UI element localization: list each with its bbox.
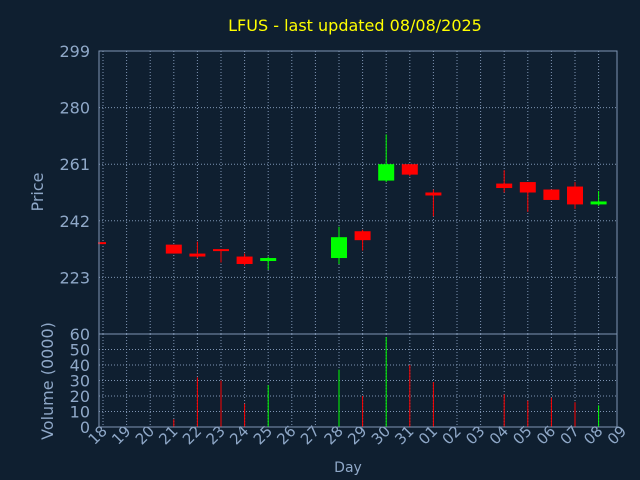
candle-body — [567, 186, 583, 205]
x-axis-label: Day — [334, 460, 362, 476]
volume-tick-label: 30 — [70, 372, 90, 391]
candle-body — [425, 192, 442, 196]
volume-grid — [99, 334, 617, 427]
volume-panel-frame — [98, 333, 618, 428]
candle-body — [590, 201, 607, 205]
volume-tick-label: 10 — [70, 403, 90, 422]
price-tick-label: 242 — [59, 212, 90, 231]
candle-body — [401, 164, 418, 175]
volume-bars — [173, 337, 600, 427]
volume-axis-label: Volume (0000) — [38, 322, 57, 440]
candle-body — [378, 164, 395, 181]
candle-body — [236, 256, 253, 264]
candle-body — [98, 242, 106, 245]
candle-body — [496, 183, 513, 189]
candle-body — [354, 231, 371, 241]
candle-body — [213, 249, 229, 252]
price-tick-label: 261 — [59, 155, 90, 174]
volume-tick-label: 60 — [70, 325, 90, 344]
candle-body — [189, 253, 206, 257]
volume-tick-label: 20 — [70, 387, 90, 406]
candle-body — [519, 182, 536, 193]
volume-tick-label: 40 — [70, 356, 90, 375]
candle-body — [331, 237, 347, 259]
price-axis-label: Price — [28, 172, 47, 211]
price-tick-label: 299 — [59, 42, 90, 61]
volume-tick-label: 50 — [70, 341, 90, 360]
chart-title: LFUS - last updated 08/08/2025 — [228, 16, 482, 35]
price-tick-label: 223 — [59, 268, 90, 287]
candle-body — [165, 244, 182, 254]
price-tick-labels: 299 280 261 242 223 — [59, 42, 90, 287]
price-tick-label: 280 — [59, 99, 90, 118]
x-tick-labels: 1819202122232425262728293031010203040506… — [85, 422, 630, 448]
volume-tick-label: 0 — [80, 418, 90, 437]
candles — [98, 134, 607, 270]
candle-body — [260, 258, 277, 262]
candle-body — [543, 189, 560, 200]
